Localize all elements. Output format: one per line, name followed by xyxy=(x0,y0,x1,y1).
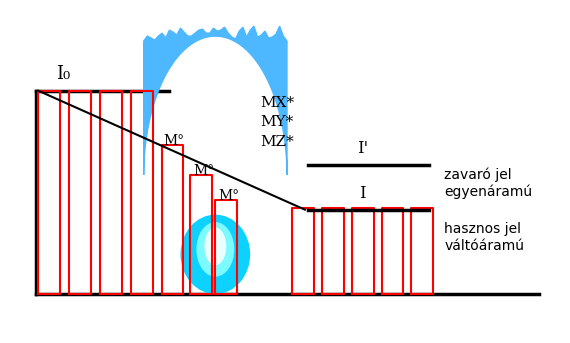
Text: I': I' xyxy=(357,140,368,157)
Text: M°: M° xyxy=(218,189,239,203)
Ellipse shape xyxy=(197,222,234,277)
Ellipse shape xyxy=(181,215,250,294)
Polygon shape xyxy=(144,26,287,175)
Text: M°: M° xyxy=(193,164,214,178)
Text: I: I xyxy=(359,185,366,202)
Text: MX*: MX* xyxy=(260,96,294,110)
Text: I₀: I₀ xyxy=(56,65,70,83)
Text: M°: M° xyxy=(164,134,185,148)
Text: hasznos jel
váltóáramú: hasznos jel váltóáramú xyxy=(444,222,524,252)
Ellipse shape xyxy=(205,227,226,265)
Text: MY*: MY* xyxy=(260,116,294,129)
Text: MZ*: MZ* xyxy=(260,135,294,149)
Text: zavaró jel
egyenáramú: zavaró jel egyenáramú xyxy=(444,167,532,199)
